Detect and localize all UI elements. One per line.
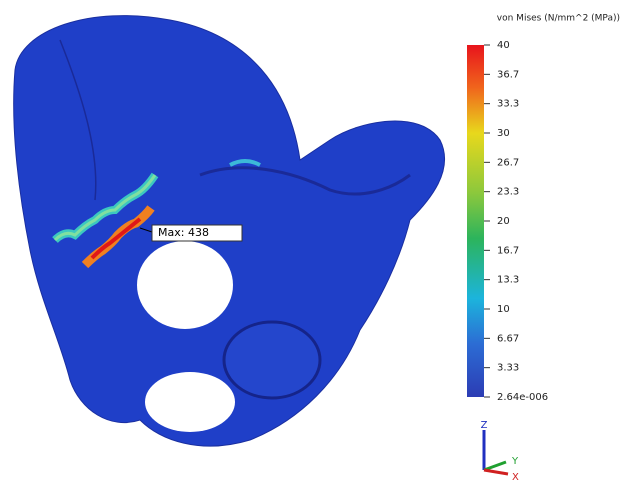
- x-axis: [484, 470, 508, 474]
- z-label: Z: [481, 420, 488, 431]
- tick-label: 13.3: [497, 275, 519, 286]
- result-view: Max: 438 von Mises (N/mm^2 (MPa)) 40 36.7…: [0, 0, 621, 486]
- tick-label: 40: [497, 40, 510, 51]
- max-annotation: Max: 438: [140, 225, 242, 241]
- tick-label: 16.7: [497, 245, 519, 256]
- tick-label: 36.7: [497, 69, 519, 80]
- screenshot: Max: 438 von Mises (N/mm^2 (MPa)) 40 36.7…: [0, 0, 621, 486]
- axis-triad: Z Y X: [481, 420, 519, 483]
- y-axis: [484, 462, 506, 470]
- tick-label: 3.33: [497, 363, 519, 374]
- tick-label: 2.64e-006: [497, 392, 548, 403]
- tick-label: 23.3: [497, 187, 519, 198]
- tick-label: 10: [497, 304, 510, 315]
- tick-label: 30: [497, 128, 510, 139]
- x-label: X: [512, 472, 519, 483]
- tick-label: 6.67: [497, 333, 519, 344]
- tick-label: 26.7: [497, 157, 519, 168]
- max-label: Max: 438: [158, 226, 209, 239]
- y-label: Y: [511, 456, 519, 467]
- color-bar: [467, 45, 484, 397]
- legend-title: von Mises (N/mm^2 (MPa)): [497, 14, 620, 24]
- tick-label: 33.3: [497, 99, 519, 110]
- legend-ticks: 40 36.7 33.3 30 26.7 23.3 20 16.7 13.3 10 6.67 3.33…: [484, 40, 548, 403]
- tick-label: 20: [497, 216, 510, 227]
